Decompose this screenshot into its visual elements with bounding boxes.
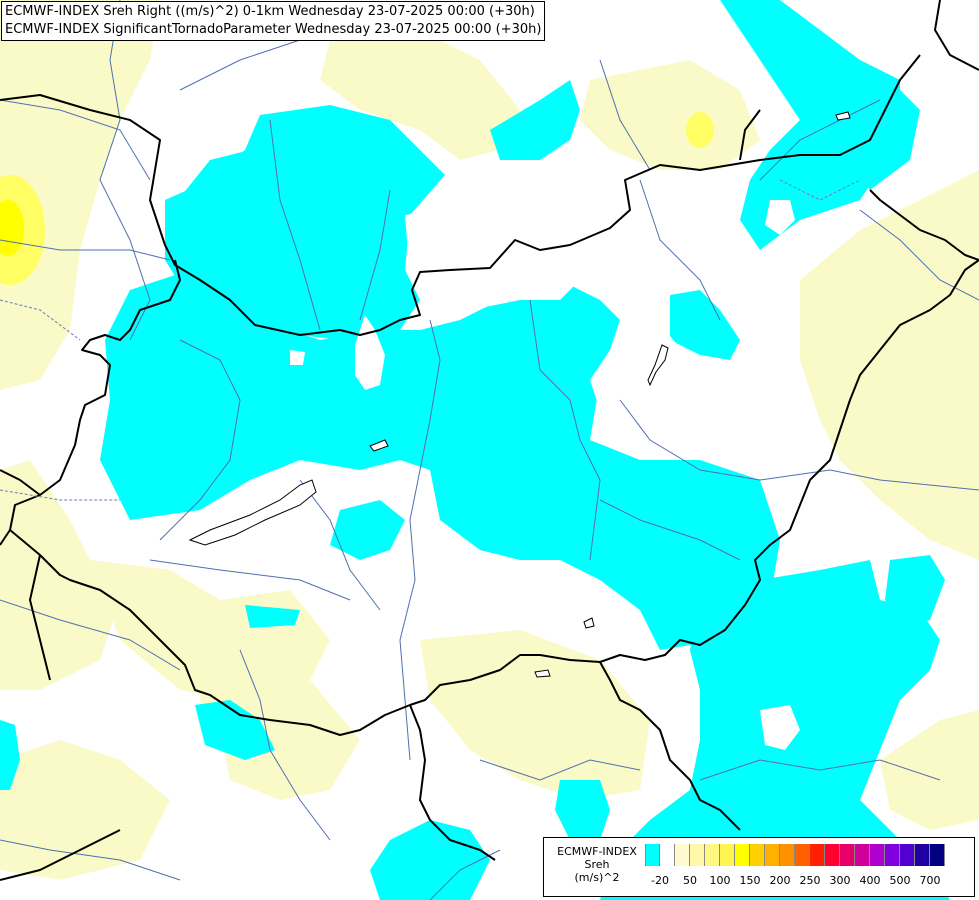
country-borders	[0, 0, 979, 881]
map-title-line2: ECMWF-INDEX SignificantTornadoParameter …	[5, 22, 542, 37]
legend-tick-label: 250	[799, 874, 821, 887]
legend-swatch	[735, 844, 750, 866]
legend-swatch	[645, 844, 660, 866]
strong-helicity-spot	[0, 200, 24, 256]
internal-boundaries	[0, 179, 861, 501]
low-helicity-areas	[0, 0, 979, 880]
legend-unit: (m/s)^2	[574, 871, 620, 884]
legend-swatch	[885, 844, 900, 866]
legend-swatch	[825, 844, 840, 866]
legend-swatch	[705, 844, 720, 866]
legend-tick-label: -20	[651, 874, 669, 887]
lakes	[188, 111, 851, 678]
legend-swatch	[810, 844, 825, 866]
legend-tick-label: 150	[739, 874, 761, 887]
legend-tick-label: 500	[889, 874, 911, 887]
legend-variable: Sreh	[584, 858, 610, 871]
legend-swatch	[930, 844, 945, 866]
legend-swatch	[750, 844, 765, 866]
legend-swatch	[720, 844, 735, 866]
legend-tick-label: 100	[709, 874, 731, 887]
legend-swatch	[870, 844, 885, 866]
legend-tick-label: 200	[769, 874, 791, 887]
legend-source: ECMWF-INDEX	[557, 845, 637, 858]
legend-tick-label: 50	[683, 874, 697, 887]
legend-swatch	[780, 844, 795, 866]
color-legend: ECMWF-INDEX Sreh (m/s)^2 -20 50 100 150 200 2…	[543, 837, 975, 897]
legend-swatch	[660, 844, 675, 866]
legend-tick-label: 300	[829, 874, 851, 887]
legend-swatch	[840, 844, 855, 866]
legend-title-block: ECMWF-INDEX Sreh (m/s)^2	[549, 845, 645, 884]
map-title-box: ECMWF-INDEX Sreh Right ((m/s)^2) 0-1km W…	[1, 1, 546, 41]
map-title-line1: ECMWF-INDEX Sreh Right ((m/s)^2) 0-1km W…	[5, 4, 535, 19]
legend-tick-label: 700	[919, 874, 941, 887]
legend-swatch	[855, 844, 870, 866]
legend-swatch	[915, 844, 930, 866]
legend-tick-label: 400	[859, 874, 881, 887]
legend-swatches	[645, 844, 945, 866]
legend-swatch	[675, 844, 690, 866]
legend-swatch	[765, 844, 780, 866]
legend-swatch	[690, 844, 705, 866]
legend-swatch	[900, 844, 915, 866]
legend-ticks: -20 50 100 150 200 250 300 400 500 700	[645, 874, 970, 888]
legend-swatch	[795, 844, 810, 866]
